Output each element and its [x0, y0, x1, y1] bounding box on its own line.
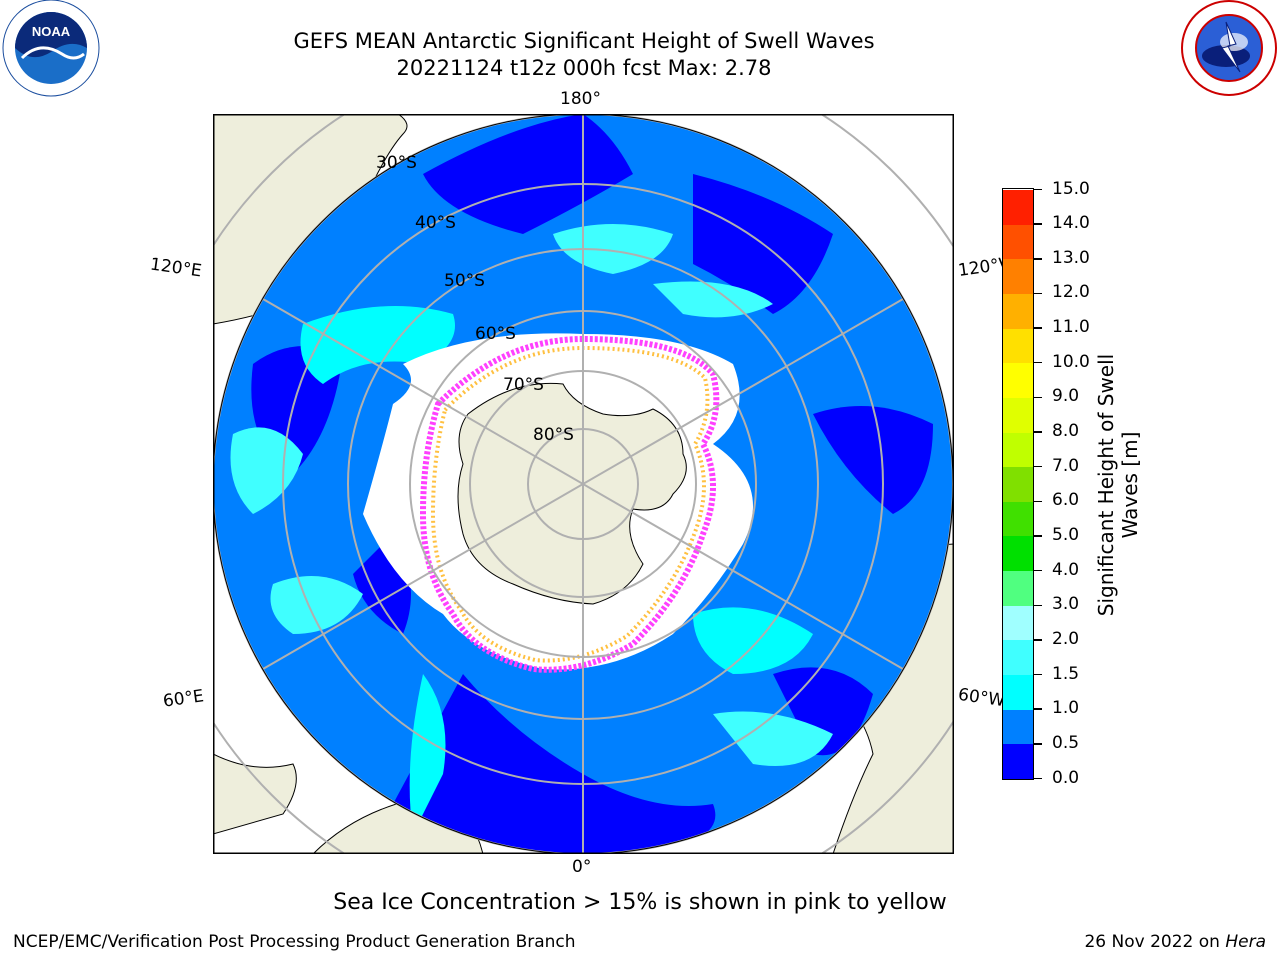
colorbar-tick	[1034, 188, 1042, 191]
colorbar-tick-label: 12.0	[1052, 282, 1090, 303]
lon-label-60e: 60°E	[161, 686, 206, 712]
colorbar-tick	[1034, 396, 1042, 399]
colorbar-segment	[1003, 501, 1033, 537]
colorbar-tick-label: 3.0	[1052, 594, 1080, 615]
lon-label-180: 180°	[560, 89, 601, 109]
colorbar-segment	[1003, 466, 1033, 502]
polar-map	[213, 114, 954, 854]
colorbar-tick-label: 11.0	[1052, 317, 1090, 338]
colorbar-tick-label: 5.0	[1052, 524, 1080, 545]
colorbar-segment	[1003, 639, 1033, 676]
colorbar-segment	[1003, 362, 1033, 398]
colorbar-tick	[1034, 743, 1042, 745]
colorbar-segment	[1003, 570, 1033, 606]
sea-ice-edge	[419, 335, 720, 673]
colorbar-segment	[1003, 605, 1033, 641]
map-title: GEFS MEAN Antarctic Significant Height o…	[293, 29, 875, 53]
lat-label-70s: 70°S	[503, 375, 544, 395]
colorbar-segment	[1003, 224, 1033, 260]
colorbar-tick	[1034, 535, 1042, 537]
colorbar-segment	[1003, 258, 1033, 294]
colorbar-segment	[1003, 535, 1033, 572]
lon-label-120e: 120°E	[148, 254, 203, 282]
colorbar-title-line1: Significant Height of Swell	[1094, 353, 1118, 617]
colorbar-segment	[1003, 397, 1033, 433]
colorbar	[1002, 188, 1034, 780]
lon-label-60w: 60°W	[956, 684, 1007, 712]
colorbar-segment	[1003, 743, 1033, 779]
colorbar-tick-label: 9.0	[1052, 386, 1080, 407]
footer-date: 26 Nov 2022 on Hera	[1084, 932, 1266, 952]
colorbar-tick	[1034, 223, 1042, 225]
colorbar-tick-label: 0.0	[1052, 767, 1080, 788]
colorbar-tick	[1034, 258, 1042, 260]
colorbar-tick	[1034, 708, 1042, 710]
colorbar-tick-label: 14.0	[1052, 213, 1090, 234]
colorbar-tick	[1034, 327, 1042, 329]
colorbar-tick-label: 10.0	[1052, 351, 1090, 372]
lat-label-30s: 30°S	[376, 153, 417, 173]
footer-date-text: 26 Nov 2022 on	[1084, 932, 1226, 952]
footer-branch: NCEP/EMC/Verification Post Processing Pr…	[13, 932, 576, 952]
national-weather-service-logo-icon	[1181, 0, 1277, 96]
colorbar-title: Significant Height of Swell Waves [m]	[1094, 315, 1142, 655]
colorbar-segment	[1003, 293, 1033, 329]
polar-map-canvas	[213, 114, 954, 854]
colorbar-segment	[1003, 674, 1033, 710]
lat-label-40s: 40°S	[415, 213, 456, 233]
colorbar-tick	[1034, 604, 1042, 606]
colorbar-tick	[1034, 673, 1042, 676]
colorbar-tick-label: 4.0	[1052, 559, 1080, 580]
colorbar-tick-label: 13.0	[1052, 247, 1090, 268]
colorbar-tick	[1034, 431, 1042, 433]
colorbar-tick-label: 1.5	[1052, 663, 1080, 684]
colorbar-tick-label: 8.0	[1052, 421, 1080, 442]
colorbar-segment	[1003, 432, 1033, 468]
noaa-logo-text: NOAA	[32, 24, 71, 39]
colorbar-tick	[1034, 465, 1042, 468]
colorbar-tick-label: 1.0	[1052, 698, 1080, 719]
colorbar-tick	[1034, 639, 1042, 641]
colorbar-tick	[1034, 500, 1042, 503]
colorbar-tick-label: 0.5	[1052, 732, 1080, 753]
lon-label-0: 0°	[572, 857, 592, 877]
colorbar-tick-label: 7.0	[1052, 455, 1080, 476]
map-subtitle: 20221124 t12z 000h fcst Max: 2.78	[396, 56, 772, 80]
colorbar-segment	[1003, 709, 1033, 745]
colorbar-tick	[1034, 777, 1042, 780]
madagascar-landmass	[213, 753, 297, 835]
colorbar-title-line2: Waves [m]	[1118, 431, 1142, 539]
sea-ice-caption: Sea Ice Concentration > 15% is shown in …	[333, 890, 947, 915]
lat-label-50s: 50°S	[444, 271, 485, 291]
footer-machine: Hera	[1225, 932, 1266, 952]
noaa-logo-icon: NOAA	[2, 0, 100, 97]
colorbar-tick-label: 15.0	[1052, 178, 1090, 199]
colorbar-tick-label: 6.0	[1052, 490, 1080, 511]
colorbar-tick	[1034, 292, 1042, 295]
colorbar-tick	[1034, 361, 1042, 364]
colorbar-tick-label: 2.0	[1052, 628, 1080, 649]
colorbar-segment	[1003, 328, 1033, 364]
colorbar-segment	[1003, 189, 1033, 225]
lat-label-60s: 60°S	[475, 324, 516, 344]
colorbar-tick	[1034, 569, 1042, 572]
lat-label-80s: 80°S	[533, 425, 574, 445]
